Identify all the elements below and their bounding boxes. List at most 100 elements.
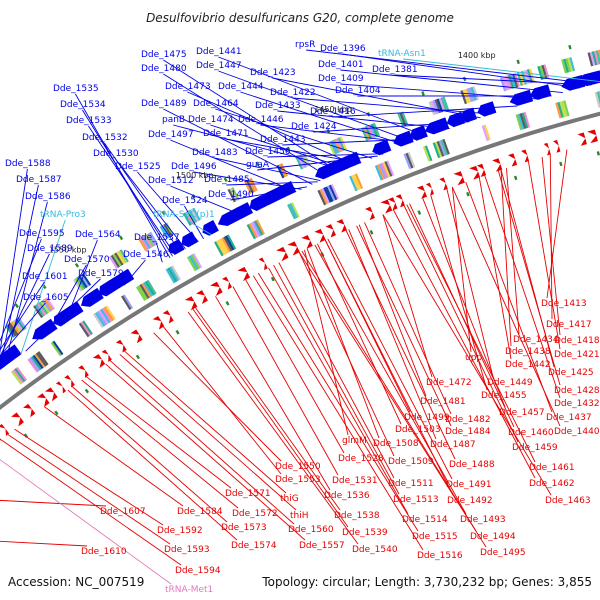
outer-category-strip [541,64,548,79]
marker-tick [596,151,600,156]
outer-category-strip [163,223,173,237]
inner-category-strip [521,112,529,129]
gene-label: Dde_1471 [203,129,249,139]
position-label: 1450 kbp [314,105,352,114]
forward-gene-arrow [477,101,497,117]
inner-category-strip [324,186,334,202]
outer-category-strip [520,70,527,85]
outer-category-strip [188,209,198,223]
gene-label: Dde_1444 [218,82,264,92]
reverse-gene-arrow [195,290,208,304]
outer-category-strip [442,96,450,111]
leader-line [268,267,409,515]
leader-line [316,243,402,425]
reverse-gene-arrow [11,412,24,427]
gene-label: Dde_1409 [318,74,364,84]
gene-label: Dde_1513 [393,495,439,505]
gene-label: Dde_1457 [499,408,545,418]
inner-category-strip [101,307,113,323]
gene-label: Dde_1490 [208,190,254,200]
outer-category-strip [78,275,88,289]
outer-category-strip [36,302,47,316]
gene-label: Dde_1492 [447,496,493,506]
inner-category-strip [557,101,564,118]
marker-tick [119,235,124,241]
inner-category-strip [326,185,336,202]
inner-category-strip [93,313,104,328]
leader-line [163,108,313,185]
gene-label: Dde_1443 [260,135,306,145]
gene-label: Dde_1495 [480,548,526,558]
leader-line [301,250,477,532]
inner-category-strip [321,188,330,204]
inner-category-strip [422,146,431,162]
outer-category-strip [513,72,521,87]
inner-category-strip [82,320,93,336]
reverse-gene-arrow [301,235,313,249]
outer-category-strip [360,127,369,142]
leader-line [215,296,331,491]
reverse-gene-arrow [476,163,487,177]
outer-category-strip [192,207,201,221]
reverse-gene-arrow [276,246,289,262]
gene-label: Dde_1546 [123,250,169,260]
label-leader-layer [0,49,600,585]
inner-category-strip [352,174,362,190]
leader-line [232,286,339,476]
gene-label: Dde_1530 [93,149,139,159]
inner-category-strip [386,160,395,177]
reverse-gene-arrow [115,339,127,353]
inner-category-strip [328,184,338,201]
gene-label: Dde_1512 [148,176,194,186]
inner-category-strip [122,294,134,310]
gene-label: Dde_1484 [445,427,491,437]
leader-line [304,249,349,436]
gene-label: Dde_1540 [352,545,398,555]
inner-category-strip [349,175,358,192]
inner-category-strip [52,340,64,356]
inner-category-strip [215,240,226,256]
leader-line [252,275,424,551]
outer-category-strip [45,296,56,310]
inner-category-strip [190,254,201,270]
reverse-gene-arrow [258,257,268,271]
gene-label: Dde_1438 [505,347,551,357]
outer-category-strip [110,254,120,268]
gene-label: Dde_1509 [388,457,434,467]
marker-tick [369,230,374,235]
outer-category-strip [159,225,169,239]
reverse-gene-arrow [101,349,112,363]
leader-line [546,149,568,299]
outer-category-strip [567,57,574,72]
inner-category-strip [483,124,491,141]
inner-category-strip [374,165,383,181]
outer-category-strip [141,236,151,250]
outer-category-strip [468,87,475,102]
outer-category-strip [569,57,576,72]
leader-line [88,125,176,256]
leader-line [195,307,341,511]
leader-line [173,124,345,171]
reverse-gene-arrow [23,403,36,418]
outer-category-strip [438,97,446,112]
leader-line [273,264,400,495]
marker-tick [559,161,563,167]
reverse-gene-arrow [364,206,375,221]
gene-label: Dde_1589 [27,244,73,254]
map-title: Desulfovibrio desulfuricans G20, complet… [146,11,454,25]
gene-label: Dde_1472 [426,378,472,388]
leader-line [465,182,553,413]
leader-line [0,168,28,355]
gene-label: Dde_1537 [134,233,180,243]
leader-line [3,201,48,368]
leader-line [527,161,561,350]
outer-category-strip [565,58,571,73]
gene-label: Dde_1487 [430,440,476,450]
leader-line [422,198,506,408]
gene-label: Dde_1605 [23,293,69,303]
leader-line [0,253,50,358]
inner-category-strip [442,138,450,155]
outer-category-strip [145,233,155,248]
leader-line [0,281,45,351]
inner-category-strip [214,241,224,257]
